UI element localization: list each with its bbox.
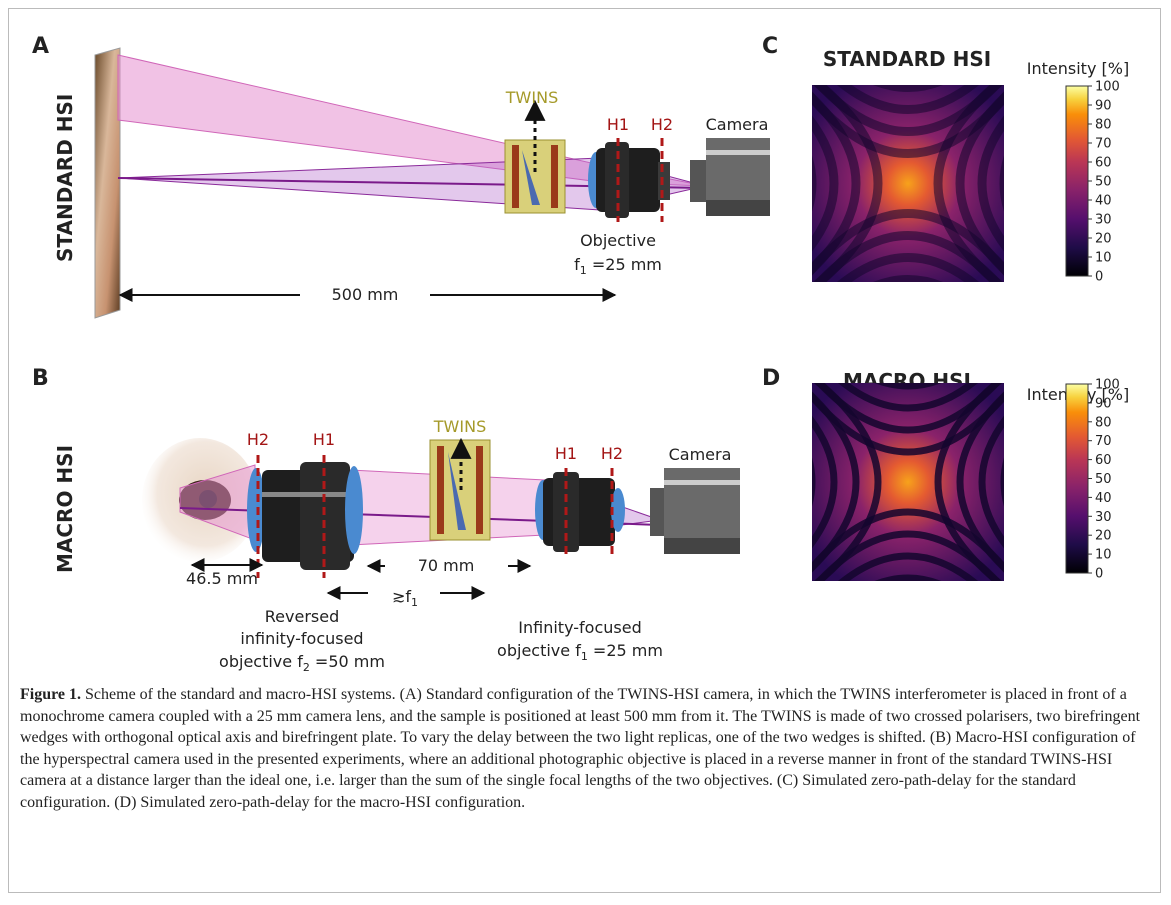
colorbar — [1066, 86, 1088, 276]
colorbar-tick-label: 60 — [1095, 156, 1112, 171]
colorbar-tick-label: 80 — [1095, 118, 1112, 133]
infinity-label: Infinity-focused — [518, 618, 641, 637]
distance-label: 46.5 mm — [186, 569, 258, 588]
reversed-value: =50 mm — [310, 652, 385, 671]
h1-label: H1 — [555, 444, 577, 463]
heatmap — [812, 383, 1004, 581]
colorbar-tick-label: 10 — [1095, 548, 1112, 563]
colorbar-tick-label: 50 — [1095, 175, 1112, 190]
camera-label: Camera — [706, 115, 769, 134]
caption-label: Figure 1. — [20, 686, 81, 703]
colorbar — [1066, 384, 1088, 573]
min-distance-sub: 1 — [411, 596, 418, 609]
focal-label: f1 =25 mm — [574, 255, 662, 277]
figure: A STANDARD HSI TWINS H1 H2 Camera Object… — [0, 0, 1171, 680]
fringe — [1004, 373, 1075, 591]
infinity-sub: 1 — [581, 650, 588, 663]
h1-label: H1 — [607, 115, 629, 134]
colorbar-tick-label: 40 — [1095, 491, 1112, 506]
infinity-label: objective f1 =25 mm — [497, 641, 663, 663]
h2-label: H2 — [601, 444, 623, 463]
distance-label: 500 mm — [332, 285, 399, 304]
camera-label: Camera — [669, 445, 732, 464]
polariser — [476, 446, 483, 534]
colorbar-tick-label: 0 — [1095, 567, 1103, 582]
fringe — [802, 280, 1014, 347]
reversed-label: infinity-focused — [240, 629, 363, 648]
polariser — [512, 145, 519, 208]
fringe — [802, 578, 1014, 645]
side-label: MACRO HSI — [53, 445, 77, 573]
reversed-f: objective f — [219, 652, 303, 671]
colorbar-tick-label: 50 — [1095, 472, 1112, 487]
polariser — [551, 145, 558, 208]
h1-label: H1 — [313, 430, 335, 449]
panel-title: STANDARD HSI — [823, 47, 991, 71]
h2-label: H2 — [247, 430, 269, 449]
twins-label: TWINS — [433, 417, 486, 436]
colorbar-tick-label: 30 — [1095, 510, 1112, 525]
panel-letter: C — [762, 34, 778, 59]
colorbar-tick-label: 20 — [1095, 232, 1112, 247]
colorbar-tick-label: 70 — [1095, 434, 1112, 449]
twins-label: TWINS — [505, 88, 558, 107]
objective-label: Objective — [580, 231, 656, 250]
objective-stripe — [262, 492, 354, 497]
lens — [345, 466, 363, 554]
camera-stripe — [664, 480, 740, 485]
h2-label: H2 — [651, 115, 673, 134]
caption: Figure 1. Scheme of the standard and mac… — [20, 684, 1152, 814]
painting — [95, 48, 120, 318]
colorbar-tick-label: 20 — [1095, 529, 1112, 544]
reversed-label: Reversed — [265, 607, 339, 626]
min-distance-label: ≳f1 — [392, 587, 418, 609]
colorbar-tick-label: 90 — [1095, 396, 1112, 411]
camera-mount — [650, 488, 666, 536]
camera-base — [706, 200, 770, 216]
colorbar-tick-label: 40 — [1095, 194, 1112, 209]
colorbar-tick-label: 100 — [1095, 80, 1120, 95]
camera-base — [664, 538, 740, 554]
colorbar-tick-label: 80 — [1095, 415, 1112, 430]
infinity-value: =25 mm — [588, 641, 663, 660]
side-label: STANDARD HSI — [53, 94, 77, 262]
colorbar-tick-label: 10 — [1095, 251, 1112, 266]
camera-mount — [690, 160, 708, 202]
colorbar-tick-label: 0 — [1095, 270, 1103, 285]
colorbar-tick-label: 100 — [1095, 378, 1120, 393]
focal-value: =25 mm — [587, 255, 662, 274]
panel-letter: A — [32, 34, 49, 59]
panel-letter: B — [32, 366, 49, 391]
reversed-label: objective f2 =50 mm — [219, 652, 385, 674]
polariser — [437, 446, 444, 534]
colorbar-tick-label: 70 — [1095, 137, 1112, 152]
objective-mount — [658, 162, 670, 200]
colorbar-tick-label: 90 — [1095, 99, 1112, 114]
reversed-sub: 2 — [303, 661, 310, 674]
colorbar-tick-label: 30 — [1095, 213, 1112, 228]
min-distance: ≳f — [392, 587, 411, 606]
colorbar-tick-label: 60 — [1095, 453, 1112, 468]
heatmap — [812, 85, 1004, 282]
panel-letter: D — [762, 366, 780, 391]
focal-sub: 1 — [580, 264, 587, 277]
infinity-f: objective f — [497, 641, 581, 660]
fringe — [741, 373, 812, 591]
fringe — [1004, 75, 1075, 292]
colorbar-label: Intensity [%] — [1027, 59, 1129, 78]
distance-label: 70 mm — [418, 556, 475, 575]
camera-stripe — [706, 150, 770, 155]
caption-text: Scheme of the standard and macro-HSI sys… — [20, 686, 1140, 811]
